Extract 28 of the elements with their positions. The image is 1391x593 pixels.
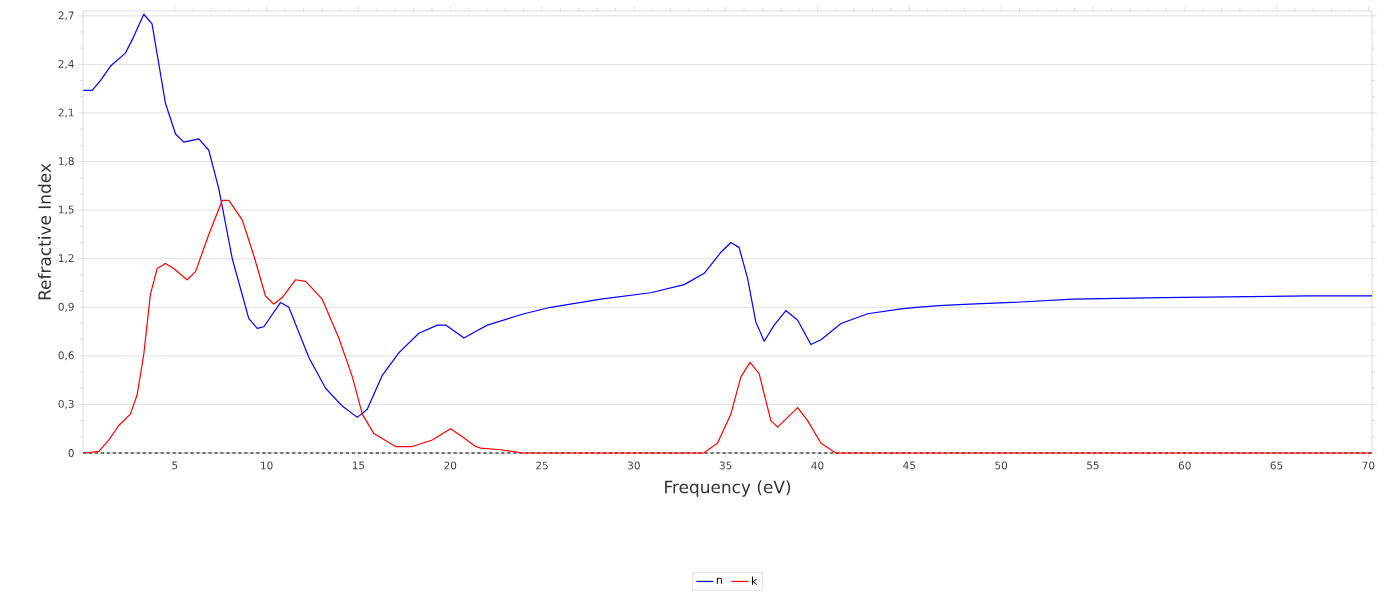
- x-tick-label: 65: [1270, 461, 1283, 470]
- x-tick-label: 10: [261, 461, 273, 470]
- y-tick-label: 2,4: [58, 59, 74, 69]
- y-axis-title: Refractive Index: [37, 163, 51, 300]
- x-tick-label: 40: [811, 461, 824, 470]
- y-tick-label: 0,6: [58, 351, 74, 361]
- legend-label: n: [716, 577, 722, 584]
- x-tick-label: 50: [995, 461, 1008, 470]
- y-tick-label: 0: [68, 449, 74, 457]
- x-tick-label: 55: [1087, 461, 1099, 470]
- x-tick-label: 35: [719, 461, 732, 470]
- x-axis-title: Frequency (eV): [665, 480, 791, 497]
- y-tick-label: 0,3: [58, 399, 74, 409]
- y-tick-label: 1,5: [58, 205, 74, 215]
- x-tick-label: 60: [1178, 461, 1191, 470]
- y-tick-label: 0,9: [58, 302, 74, 312]
- y-tick-label: 1,2: [58, 254, 74, 264]
- x-tick-label: 20: [444, 461, 457, 470]
- x-tick-label: 5: [172, 461, 178, 470]
- x-tick-label: 45: [903, 461, 916, 470]
- y-tick-label: 2,1: [58, 108, 74, 118]
- x-tick-label: 30: [628, 461, 640, 470]
- y-tick-label: 2,7: [58, 11, 74, 21]
- y-tick-label: 1,8: [58, 157, 74, 167]
- legend-label: k: [752, 576, 758, 585]
- x-tick-label: 25: [536, 461, 548, 470]
- x-tick-label: 15: [352, 461, 365, 470]
- x-tick-label: 70: [1362, 461, 1375, 470]
